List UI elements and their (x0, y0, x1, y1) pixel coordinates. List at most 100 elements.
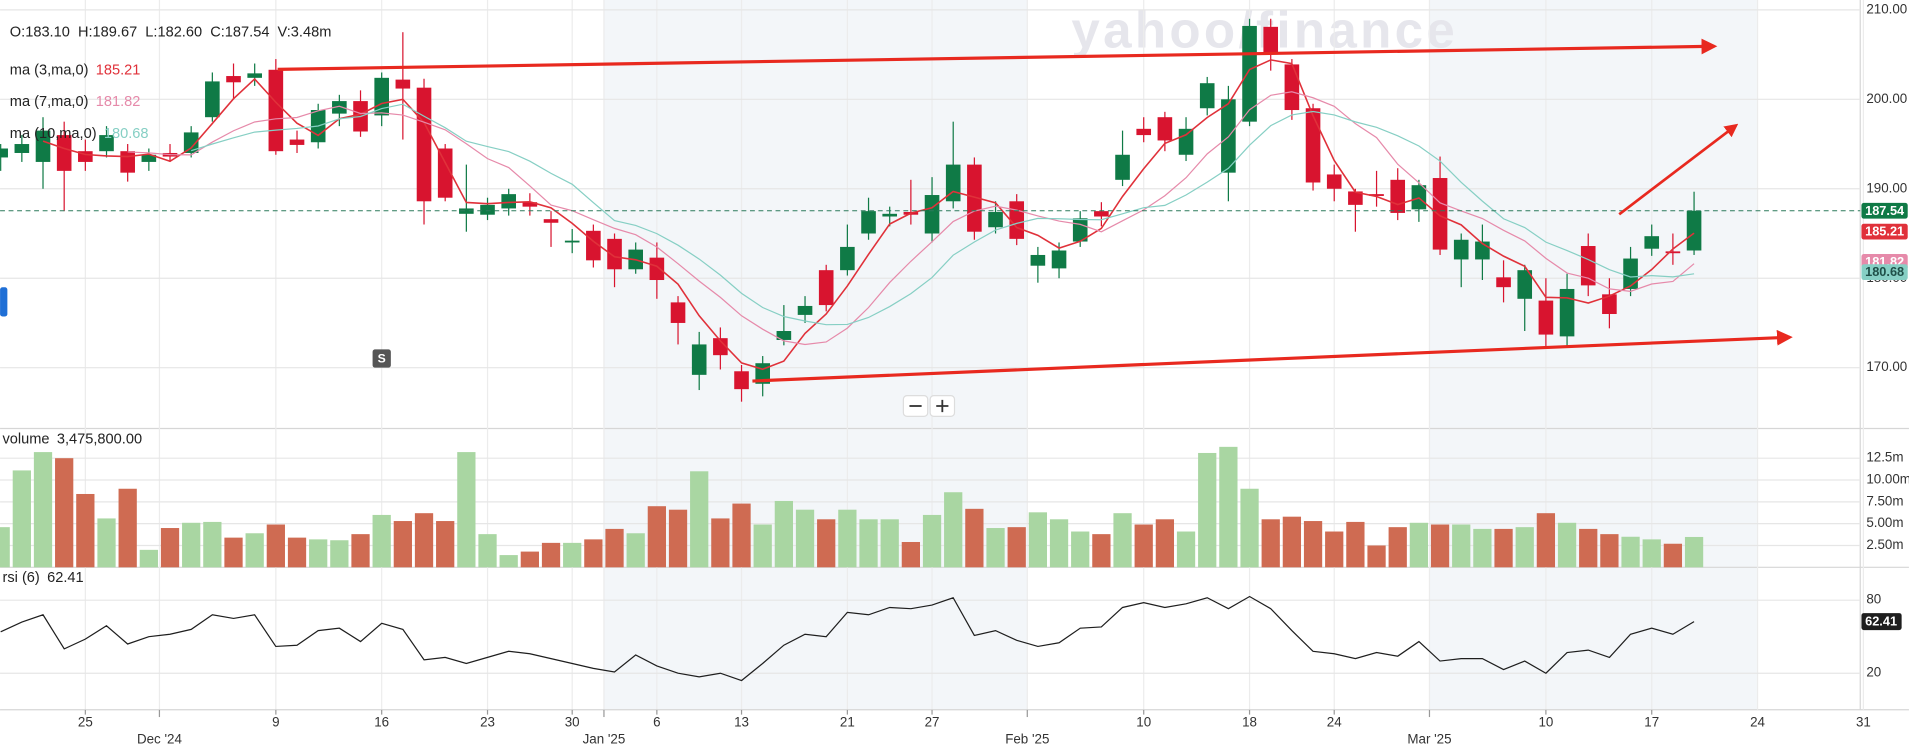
side-tab[interactable] (0, 287, 8, 317)
volume-bar (1452, 524, 1471, 568)
zoom-controls (902, 395, 956, 417)
candle-body (14, 144, 30, 153)
ma-price-tag-bg (1861, 223, 1908, 240)
x-tick-label: 30 (565, 715, 580, 730)
candle-body (226, 76, 241, 83)
volume-bar (1176, 531, 1196, 568)
volume-bar (1049, 519, 1069, 568)
candle-body (543, 219, 559, 223)
event-badge[interactable] (372, 349, 391, 368)
volume-bar (1240, 488, 1259, 568)
volume-bar (499, 555, 518, 568)
candle-body (1686, 210, 1702, 251)
candle-body (649, 257, 665, 281)
y-tick-label: 170.00 (1866, 359, 1907, 374)
month-label: Dec '24 (137, 732, 182, 747)
candle-body (1242, 25, 1257, 122)
x-tick-label: 31 (1856, 715, 1871, 730)
volume-bar (1557, 522, 1577, 568)
rsi-tag: 62.41 (1865, 614, 1897, 629)
volume-bar (1579, 528, 1598, 568)
x-tick-label: 6 (653, 715, 660, 730)
volume-bar (901, 541, 921, 568)
month-shade (603, 0, 1028, 710)
background-layer: yahoo/finance (0, 0, 1909, 718)
x-tick-label: 25 (78, 715, 93, 730)
volume-bar (668, 509, 688, 568)
marks-layer (0, 18, 1861, 682)
candle-body (1432, 178, 1448, 250)
last-price-tag: 187.54 (1865, 203, 1905, 218)
candle-body (1559, 288, 1575, 337)
candle-body (78, 151, 93, 162)
candle-body (1157, 117, 1173, 141)
volume-bar (584, 539, 603, 568)
candle-body (35, 130, 51, 162)
volume-bar (33, 452, 53, 568)
volume-bar (287, 537, 307, 568)
rsi-label: rsi (6) (3, 570, 40, 586)
moving-average-line (191, 103, 1695, 326)
volume-bar (1388, 527, 1407, 568)
ma-price-tag-bg (1861, 264, 1908, 281)
volume-bar (1621, 536, 1640, 568)
candle-body (1369, 194, 1384, 196)
volume-bar (1113, 513, 1132, 568)
candle-body (818, 270, 834, 306)
volume-bar (55, 458, 74, 568)
candle-body (988, 212, 1003, 228)
candle-body (205, 81, 220, 118)
candle-body (1602, 294, 1617, 315)
volume-bar (160, 528, 180, 568)
candle-body (1051, 250, 1067, 269)
volume-bar (372, 514, 391, 568)
candle-body (713, 338, 728, 356)
x-tick-label: 13 (734, 715, 749, 730)
candle-body (776, 331, 792, 340)
candle-body (1538, 300, 1554, 335)
volume-bar (97, 518, 116, 568)
candle-body (395, 79, 411, 89)
y-tick-label: 5.00m (1866, 515, 1903, 530)
candle-body (882, 213, 898, 217)
candle-body (459, 208, 474, 214)
candle-body (797, 305, 813, 315)
volume-bar (1473, 528, 1492, 568)
rsi-value: 62.41 (47, 570, 84, 586)
volume-bar (1007, 527, 1026, 568)
volume-bar (76, 493, 95, 568)
volume-bar (1155, 519, 1175, 568)
x-tick-label: 24 (1327, 715, 1342, 730)
month-shade (1429, 0, 1758, 710)
last-price-tag-bg (1861, 202, 1908, 219)
y-tick-label: 7.50m (1866, 493, 1903, 508)
candle-body (1199, 83, 1215, 109)
volume-bar (1028, 512, 1048, 568)
x-tick-label: 16 (374, 715, 389, 730)
candle-body (861, 211, 876, 234)
volume-bar (139, 549, 158, 568)
volume-bar (478, 534, 497, 568)
trend-arrow (752, 329, 1793, 383)
candle-body (247, 73, 262, 78)
y-tick-label: 80 (1866, 592, 1881, 607)
volume-bar (880, 519, 899, 568)
volume-label: volume (3, 431, 50, 447)
candle-body (183, 132, 199, 153)
candle-body (1326, 174, 1342, 189)
candle-body (56, 135, 72, 171)
volume-bar (330, 540, 349, 568)
y-tick-label: 210.00 (1866, 1, 1907, 16)
y-tick-label: 200.00 (1866, 91, 1907, 106)
x-tick-label: 18 (1242, 715, 1257, 730)
candle-body (1263, 26, 1279, 55)
ohlc-legend: O:183.10 H:189.67 L:182.60 C:187.54 V:3.… (10, 25, 332, 41)
trend-arrow (277, 38, 1718, 71)
candle-body (437, 148, 453, 198)
x-tick-label: 23 (480, 715, 495, 730)
plus-icon (936, 399, 949, 413)
candle-body (607, 238, 622, 270)
volume-bar (1071, 531, 1090, 568)
